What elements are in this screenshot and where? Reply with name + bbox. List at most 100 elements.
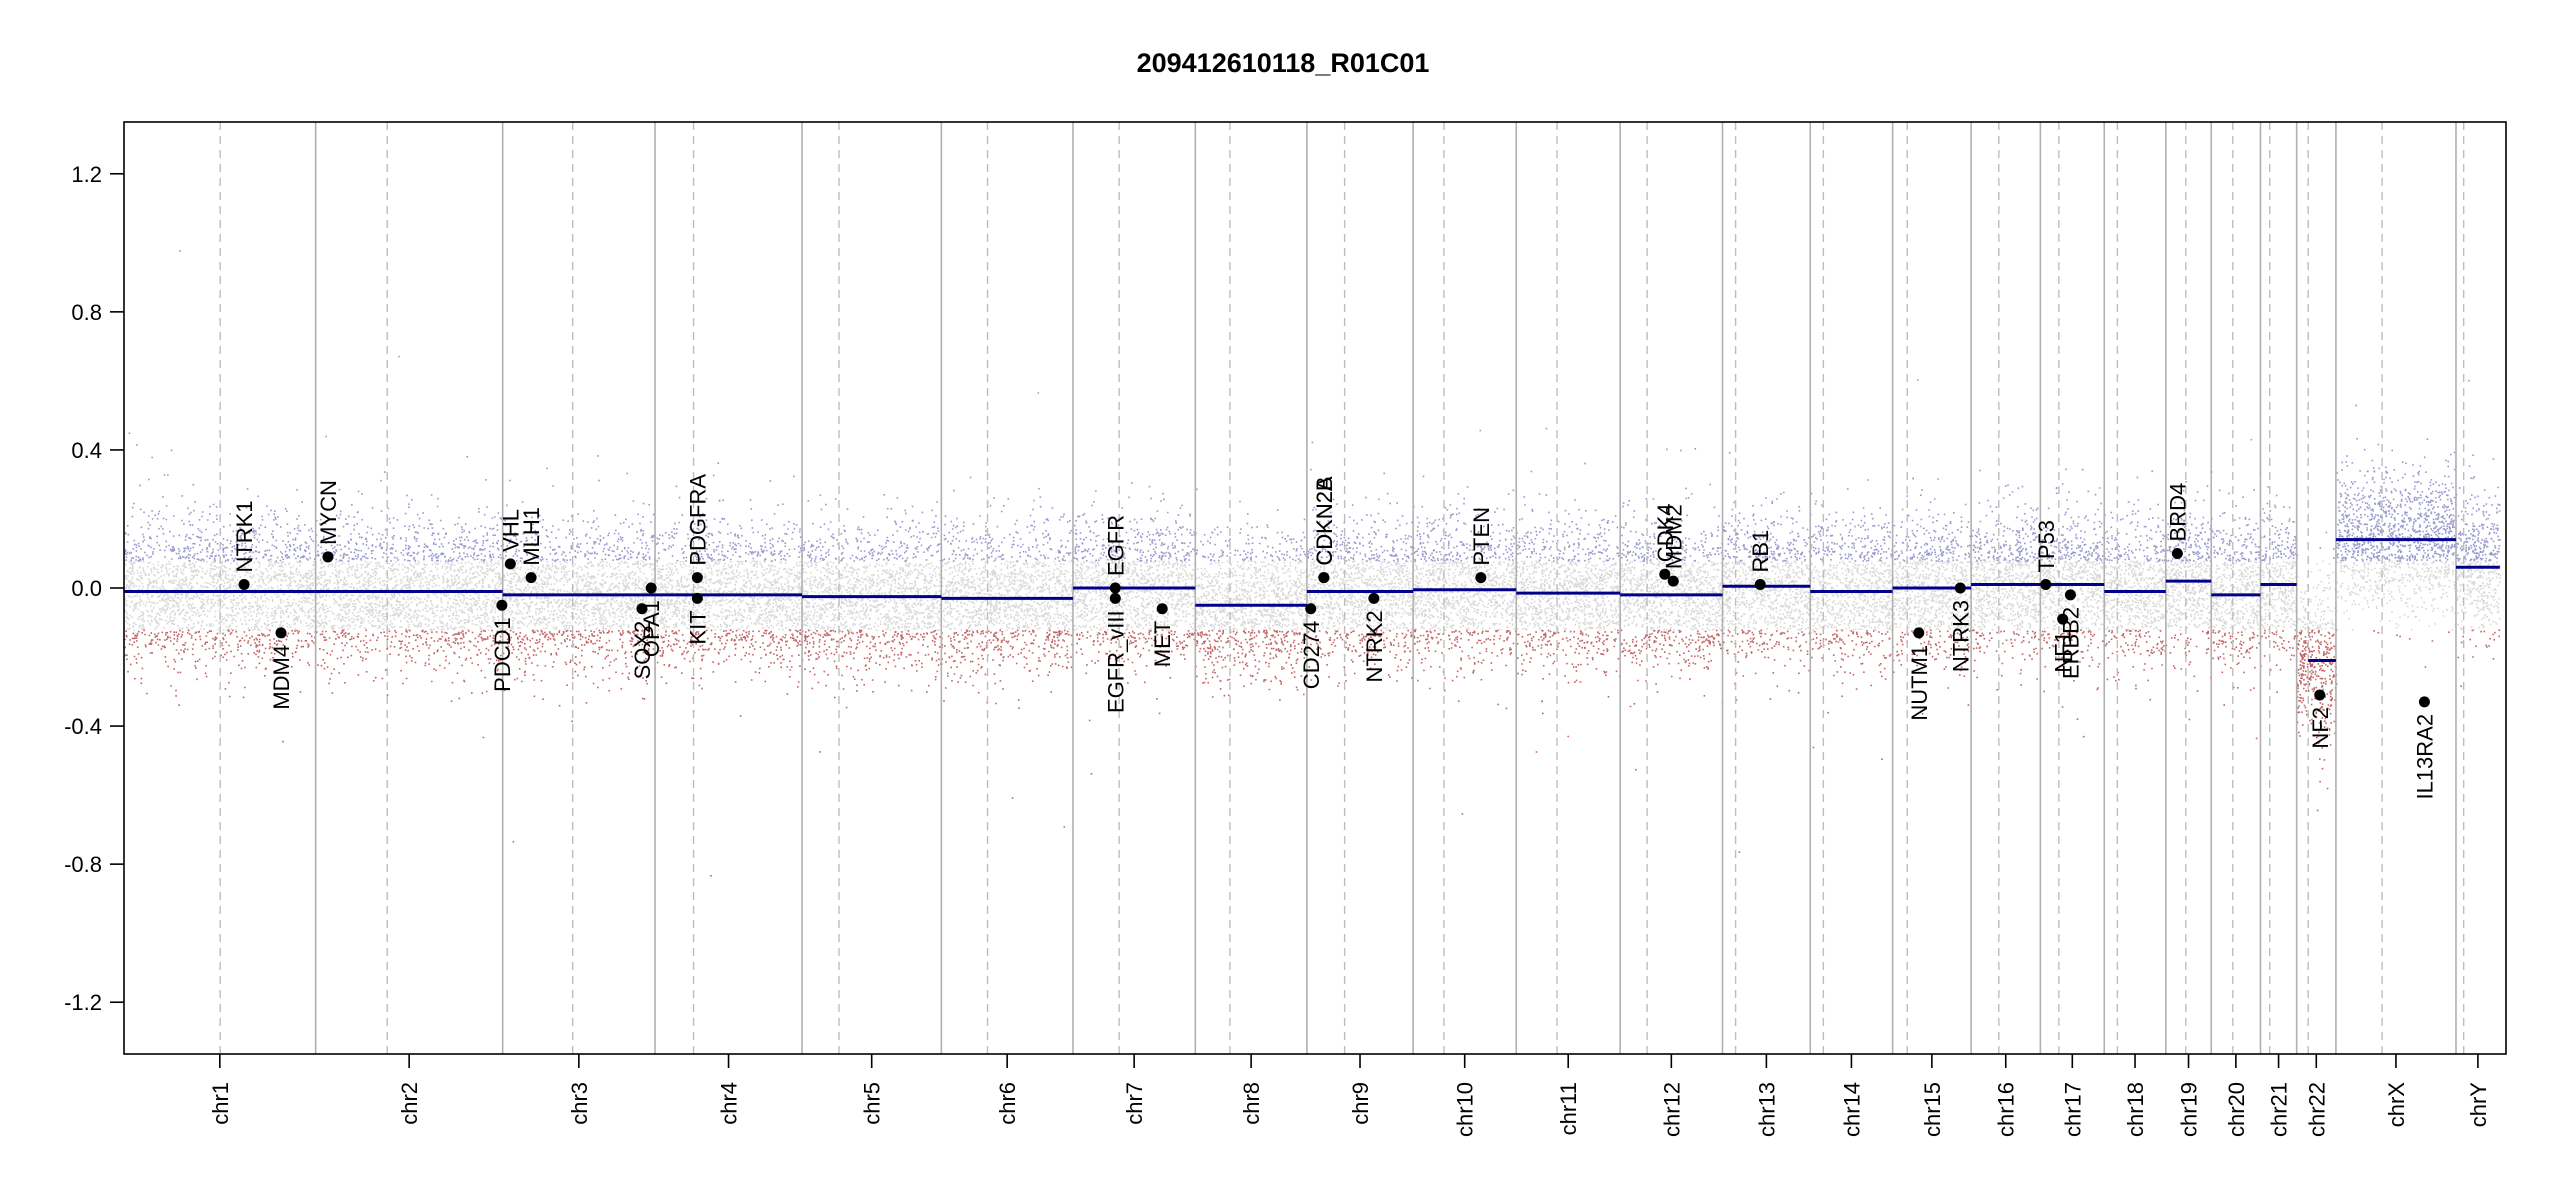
probe-points-neutral-chr1 <box>124 560 318 631</box>
gene-label-SOX2: SOX2 <box>630 621 655 680</box>
probe-points-gain-chr20 <box>2212 438 2262 562</box>
gene-label-NUTM1: NUTM1 <box>1907 645 1932 721</box>
probe-points-gain-chr8 <box>1196 488 1308 562</box>
probe-points-loss-chr16 <box>1971 629 2041 691</box>
gene-label-MDM2: MDM2 <box>1661 504 1686 569</box>
gene-label-MDM4: MDM4 <box>269 645 294 710</box>
gene-label-BRD4: BRD4 <box>2165 483 2190 542</box>
probe-points-gain-chr13 <box>1722 452 1812 562</box>
probe-points-gain-chr15 <box>1893 379 1973 562</box>
gene-label-PDCD1: PDCD1 <box>490 617 515 692</box>
gene-label-NF1: NF1 <box>2051 631 2076 673</box>
gene-label-CDK4: CDK4 <box>1653 504 1678 563</box>
gene-point-VHL <box>504 558 516 570</box>
gene-label-TP53: TP53 <box>2034 520 2059 573</box>
probe-points-loss-chr18 <box>2105 629 2168 770</box>
x-axis: chr1 chr2 chr3 chr4 chr5 chr6 chr7 chr8 chr9 chr1… <box>208 1054 2491 1137</box>
probe-points-loss-chr10 <box>1413 629 1518 815</box>
x-tick-label-chr14: chr14 <box>1839 1082 1864 1137</box>
gene-label-PDGFRA: PDGFRA <box>685 474 710 566</box>
x-tick-label-chr1: chr1 <box>208 1082 233 1125</box>
gene-point-NTRK1 <box>238 579 250 591</box>
probe-points-neutral-chr14 <box>1810 560 1895 631</box>
x-tick-label-chr22: chr22 <box>2304 1082 2329 1137</box>
gene-point-CDKN2B <box>1318 572 1330 584</box>
y-tick-label: 0.8 <box>71 300 102 325</box>
probe-points-loss-chr11 <box>1516 629 1621 753</box>
probe-points-loss-chr6 <box>941 629 1073 828</box>
probe-points-loss-chr4 <box>656 629 804 877</box>
gene-point-KIT <box>691 592 703 604</box>
probe-points-gain-chr2 <box>315 355 504 562</box>
probe-points-loss-chr14 <box>1811 629 1894 760</box>
segments <box>124 538 2500 662</box>
gene-label-NTRK1: NTRK1 <box>232 500 257 572</box>
y-tick-label: 0.0 <box>71 576 102 601</box>
y-tick-label: 1.2 <box>71 162 102 187</box>
probe-points-gain-chr19 <box>2165 471 2213 562</box>
probe-points-neutral-chr21 <box>2260 560 2299 631</box>
x-tick-label-chr17: chr17 <box>2060 1082 2085 1137</box>
gene-point-NTRK3 <box>1954 582 1966 594</box>
x-tick-label-chr2: chr2 <box>397 1082 422 1125</box>
probe-points-gain-chr6 <box>941 392 1075 562</box>
gene-point-MDM2 <box>1667 575 1679 587</box>
x-tick-label-chrY: chrY <box>2466 1082 2491 1128</box>
probe-points-gain-chrX <box>2336 404 2458 562</box>
x-tick-label-chrX: chrX <box>2384 1082 2409 1128</box>
gene-label-NF2: NF2 <box>2308 707 2333 749</box>
gene-point-CD274 <box>1305 603 1317 615</box>
gene-point-MLH1 <box>525 572 537 584</box>
y-axis: -1.2 -0.8 -0.4 0.0 0.4 0.8 1.2 <box>64 162 124 1015</box>
chart-title: 209412610118_R01C01 <box>1137 48 1430 78</box>
probe-points-gain-chr5 <box>802 494 943 562</box>
probe-points-gain-chr7 <box>1073 482 1197 562</box>
probe-points-neutral-chr22 <box>2297 560 2338 631</box>
chromosome-lines <box>219 122 2465 1054</box>
probe-points-loss-chr12 <box>1620 629 1724 771</box>
x-tick-label-chr9: chr9 <box>1348 1082 1373 1125</box>
probe-points-loss-chr5 <box>804 629 943 753</box>
probe-points-gain-chr14 <box>1810 479 1894 562</box>
probe-points-gain-chr21 <box>2260 486 2299 562</box>
gene-point-OPA1 <box>645 582 657 594</box>
x-tick-label-chr5: chr5 <box>860 1082 885 1125</box>
probe-points-neutral-chr10 <box>1413 560 1518 631</box>
gene-point-NF2 <box>2314 689 2326 701</box>
gene-label-PTEN: PTEN <box>1469 507 1494 566</box>
gene-label-EGFR: EGFR <box>1103 515 1128 576</box>
probe-points-loss-chr21 <box>2261 629 2298 693</box>
probe-points-loss-chrX <box>2373 630 2450 668</box>
gene-point-NF1 <box>2057 613 2069 625</box>
probe-points-gain-chrY <box>2456 379 2501 562</box>
y-tick-label: -0.4 <box>64 714 102 739</box>
gene-label-ERBB2: ERBB2 <box>2058 607 2083 679</box>
gene-point-IL13RA2 <box>2418 696 2430 708</box>
probe-points-loss-chr2 <box>315 629 503 739</box>
probe-points-neutral-chr8 <box>1195 560 1309 631</box>
probe-points-neutral-chr2 <box>316 560 505 631</box>
x-tick-label-chr18: chr18 <box>2123 1082 2148 1137</box>
probe-points-neutral-chr18 <box>2104 560 2168 631</box>
gene-point-MET <box>1156 603 1168 615</box>
probe-points-gain-chr4 <box>656 462 803 562</box>
y-tick-label: -0.8 <box>64 852 102 877</box>
probe-points-gain-chr10 <box>1413 429 1518 562</box>
x-tick-label-chr19: chr19 <box>2177 1082 2202 1137</box>
x-tick-label-chr10: chr10 <box>1453 1082 1478 1137</box>
gene-point-PDCD1 <box>496 599 508 611</box>
x-tick-label-chr7: chr7 <box>1122 1082 1147 1125</box>
x-tick-label-chr16: chr16 <box>1994 1082 2019 1137</box>
gene-label-MYCN: MYCN <box>316 480 341 545</box>
probe-points-loss-chr19 <box>2169 630 2212 721</box>
probe-points-gain-chr18 <box>2104 470 2168 562</box>
probe-points-loss-chr7 <box>1075 629 1197 775</box>
gene-point-CDK4 <box>1659 568 1671 580</box>
probe-points-neutral-chr6 <box>941 560 1075 631</box>
gene-point-NUTM1 <box>1913 627 1925 639</box>
probe-points-gain-chr17 <box>2040 468 2106 562</box>
gene-point-SOX2 <box>636 603 648 615</box>
gene-point-BRD4 <box>2171 547 2183 559</box>
probe-points-neutral-chr13 <box>1722 560 1812 631</box>
